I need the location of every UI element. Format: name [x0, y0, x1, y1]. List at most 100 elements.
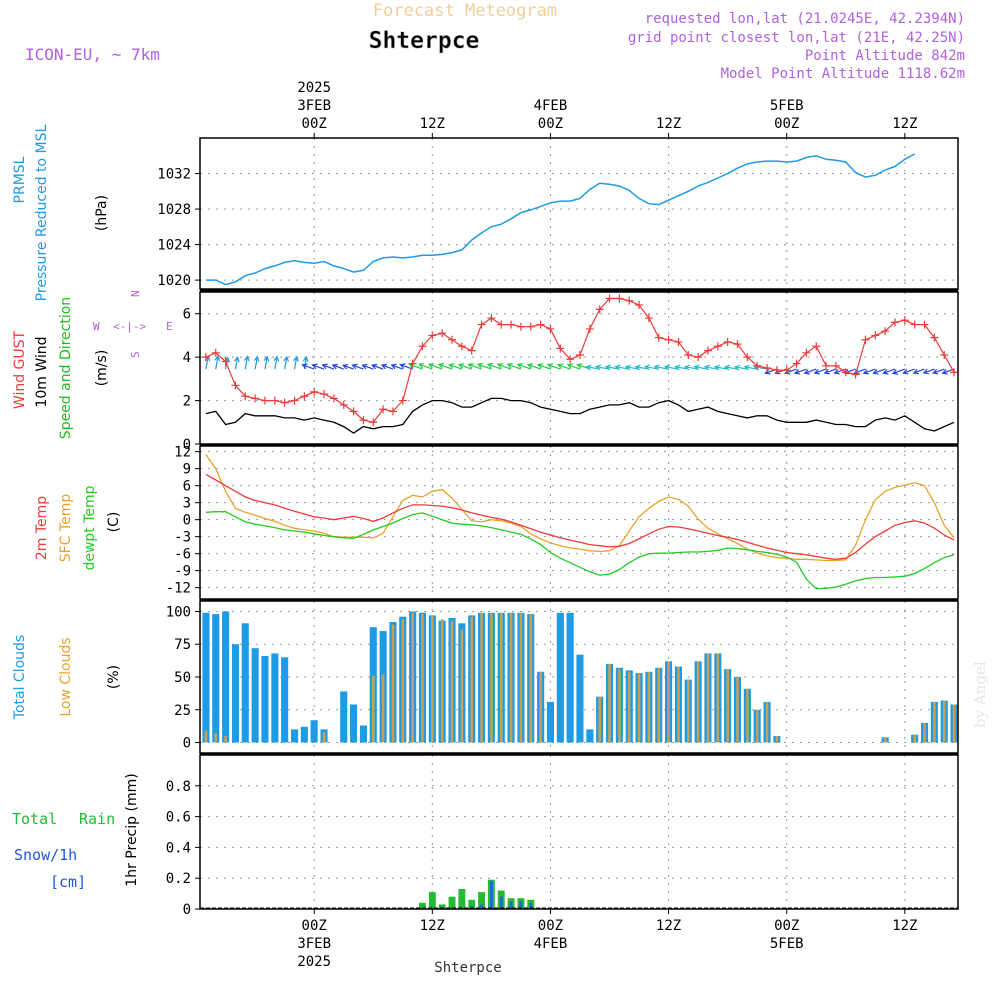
temp-unit: (C) [106, 512, 122, 533]
precip-unit: 1hr Precip (mm) [124, 773, 140, 886]
total-cloud-bar [291, 729, 299, 743]
wind-arrow-head [912, 368, 919, 375]
total-cloud-bar [556, 612, 564, 743]
snow-bar [490, 881, 493, 909]
requested-coords: requested lon,lat (21.0245E, 42.2394N) [645, 11, 965, 27]
total-cloud-bar [359, 725, 367, 743]
total-cloud-bar [281, 657, 289, 743]
gust-point [802, 348, 811, 357]
wind-arrow-head [653, 364, 660, 371]
wind-arrow [458, 363, 472, 370]
y-tick-label: -3 [174, 530, 191, 546]
y-tick-label: -9 [174, 564, 191, 580]
gust-point [369, 418, 378, 427]
wind-arrow-head [634, 364, 641, 371]
gust-point [930, 333, 939, 342]
gust-point [231, 381, 240, 390]
wind-arrow-head [371, 363, 378, 370]
wind-gust-label: Wind GUST [12, 330, 28, 409]
wind-arrow [537, 364, 551, 370]
wind-arrow-head [872, 369, 879, 375]
top-time-label: 4FEB [534, 98, 568, 114]
rain-bar [478, 892, 485, 909]
pressure-unit: (hPa) [94, 195, 110, 231]
wind-arrow [449, 363, 463, 370]
clouds-panel: 0 25 50 75 100 [166, 601, 958, 753]
location-title: Shterpce [369, 28, 480, 54]
t2m-label: 2m Temp [34, 496, 50, 560]
cloud-bars [202, 611, 958, 743]
gust-point [861, 335, 870, 344]
top-time-label: 12Z [420, 116, 445, 132]
gust-point [684, 350, 693, 359]
wind-arrow-head [902, 369, 909, 375]
gust-point [507, 320, 516, 329]
gust-point [812, 342, 821, 351]
wind-arrow-head [390, 363, 397, 370]
low-cloud-bar [775, 736, 779, 743]
plot-area: 10201024102810320246-12-9-6-303691202550… [157, 80, 959, 970]
model-label: ICON-EU, ~ 7km [25, 45, 160, 64]
wind-arrow-head [467, 363, 474, 369]
low-cloud-bar [608, 663, 611, 743]
y-tick-label: 0.4 [166, 840, 191, 856]
wind-arrow [804, 368, 817, 374]
bottom-time-axis: 00Z 3FEB 2025 12Z 00Z 4FEB 12Z 00Z 5FEB 12Z [297, 909, 917, 970]
gust-point [290, 396, 299, 405]
wind-arrow [625, 366, 640, 370]
gust-point [398, 396, 407, 405]
wind-arrow [814, 368, 827, 374]
low-cloud-bar [637, 673, 641, 743]
wind-arrow [694, 366, 709, 370]
total-cloud-bar [231, 644, 239, 743]
compass-north: N [129, 290, 142, 297]
wind-arrow-head [457, 363, 465, 369]
grid-point-coords: grid point closest lon,lat (21E, 42.25N) [628, 30, 965, 46]
low-cloud-bar [627, 671, 631, 743]
gust-point [841, 368, 850, 377]
wind-arrow-head [614, 364, 621, 371]
rain-bar [438, 904, 446, 909]
gust-point [664, 335, 673, 344]
wind-arrow-head [803, 369, 810, 375]
wind-arrow-head [862, 369, 869, 375]
wind-arrow [264, 356, 268, 370]
low-cloud-bar [598, 696, 601, 743]
low-cloud-bar [746, 688, 749, 743]
gust-point [448, 335, 457, 344]
gust-point [585, 324, 594, 333]
gust-point [300, 392, 309, 401]
snow-bar [509, 901, 513, 909]
gust-point [556, 344, 565, 353]
gust-point [428, 331, 437, 340]
low-cloud-bar [470, 616, 473, 743]
wind-arrow [873, 368, 886, 374]
total-cloud-bar [300, 726, 308, 743]
wind-arrow-head [576, 363, 583, 369]
gust-point [605, 294, 614, 303]
wind-arrow [205, 356, 209, 370]
precip-frame [199, 754, 959, 910]
wind-arrow [635, 366, 649, 370]
low-cloud-bar [431, 615, 434, 743]
compass-south: S [129, 351, 142, 358]
wind-arrow [913, 368, 925, 374]
y-tick-label: 50 [174, 670, 191, 686]
wind-10m-label: 10m Wind [34, 336, 50, 407]
rain-label: Rain [79, 810, 115, 828]
wind-arrow [903, 368, 915, 374]
wind-arrow-head [843, 368, 850, 375]
wind-arrow-head [723, 364, 731, 371]
wind-arrow [675, 366, 689, 370]
low-cloud-bar [677, 666, 680, 743]
rain-bar [448, 896, 456, 909]
low-cloud-bar [923, 722, 926, 743]
wind-arrow [547, 364, 561, 370]
wind-arrow [824, 368, 837, 374]
wind-arrow-head [448, 363, 455, 369]
prmsl-line [205, 153, 916, 286]
low-cloud-bar [618, 669, 621, 743]
wind-arrow [381, 364, 394, 370]
y-tick-label: 1024 [157, 238, 191, 254]
gust-point [438, 329, 447, 338]
